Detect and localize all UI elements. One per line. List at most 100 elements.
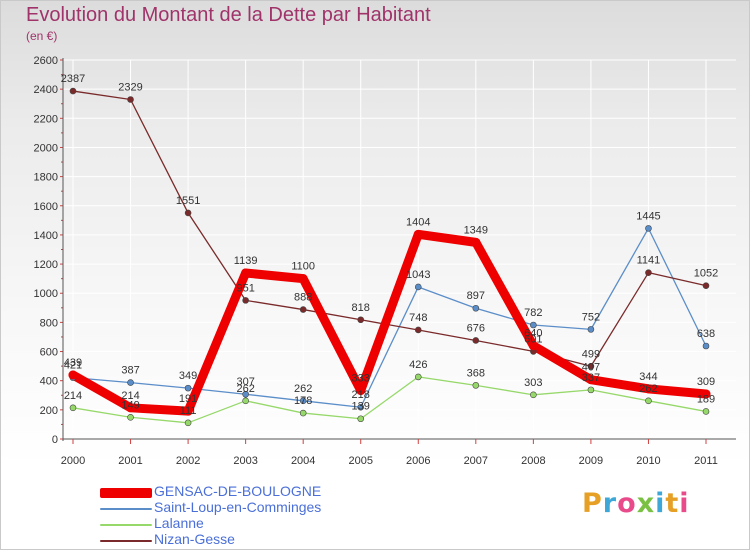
- x-tick-label: 2001: [118, 455, 142, 467]
- data-label: 748: [409, 312, 427, 324]
- x-tick-label: 2006: [406, 455, 430, 467]
- y-tick-label: 2000: [34, 142, 58, 154]
- data-label: 1349: [464, 224, 488, 236]
- data-point: [702, 282, 710, 289]
- x-tick-label: 2004: [291, 455, 315, 467]
- x-tick-label: 2010: [636, 455, 660, 467]
- data-point: [69, 404, 77, 412]
- legend-swatch: [100, 540, 152, 542]
- x-tick-label: 2007: [464, 455, 488, 467]
- data-point: [471, 237, 481, 247]
- data-label: 640: [524, 328, 542, 340]
- y-tick-label: 800: [40, 317, 58, 329]
- data-label: 368: [467, 367, 485, 379]
- data-point: [298, 274, 308, 284]
- data-point: [127, 96, 134, 103]
- data-label: 303: [524, 377, 542, 389]
- legend-item: Lalanne: [100, 515, 400, 532]
- data-point: [701, 389, 711, 399]
- data-point: [299, 409, 307, 417]
- y-tick-label: 2400: [34, 84, 58, 96]
- data-point: [356, 385, 366, 395]
- data-point: [299, 306, 307, 313]
- x-tick-label: 2005: [348, 455, 372, 467]
- data-label: 638: [697, 328, 715, 340]
- data-point: [587, 362, 595, 370]
- legend-label: Lalanne: [154, 515, 204, 531]
- data-label: 2387: [61, 73, 85, 85]
- data-label: 499: [582, 348, 600, 360]
- data-label: 349: [179, 370, 197, 382]
- data-point: [357, 403, 365, 411]
- logo-letter: i: [679, 488, 690, 519]
- data-label: 214: [64, 390, 82, 402]
- data-label: 1404: [406, 216, 430, 228]
- data-label: 818: [352, 302, 370, 314]
- data-label: 333: [352, 372, 370, 384]
- data-point: [645, 269, 652, 276]
- y-tick-label: 600: [40, 347, 58, 359]
- data-label: 262: [236, 383, 254, 395]
- data-label: 897: [467, 290, 485, 302]
- data-point: [472, 304, 480, 312]
- data-point: [241, 268, 251, 278]
- data-point: [69, 87, 77, 95]
- data-label: 601: [524, 333, 542, 345]
- data-label: 439: [64, 357, 82, 369]
- x-tick-label: 2011: [694, 455, 718, 467]
- data-point: [528, 341, 538, 351]
- legend-item: Nizan-Gesse: [100, 531, 400, 548]
- data-point: [472, 382, 480, 389]
- data-labels: 439 214 191 1139 1100 333 1404 1349 640 407 344 309…: [61, 73, 718, 417]
- data-point: [586, 375, 596, 385]
- data-point: [530, 391, 537, 399]
- data-point: [126, 403, 136, 413]
- series-line: [72, 376, 707, 424]
- data-point: [587, 326, 595, 333]
- chart-title: Evolution du Montant de la Dette par Hab…: [26, 4, 431, 26]
- x-tick-label: 2008: [521, 455, 545, 467]
- data-points: [68, 87, 711, 427]
- x-tick-label: 2000: [61, 455, 85, 467]
- legend: GENSAC-DE-BOULOGNE Saint-Loup-en-Comminge…: [100, 483, 400, 548]
- x-tick-label: 2009: [579, 455, 603, 467]
- data-point: [357, 316, 365, 324]
- logo-letter: x: [636, 488, 656, 519]
- logo-letter: t: [665, 488, 680, 519]
- data-label: 214: [121, 390, 139, 402]
- data-label: 111: [180, 405, 197, 417]
- data-point: [68, 370, 78, 380]
- legend-swatch: [100, 488, 152, 498]
- legend-item: GENSAC-DE-BOULOGNE: [100, 483, 400, 500]
- data-point: [299, 397, 307, 405]
- data-label: 421: [64, 360, 82, 372]
- data-point: [702, 342, 710, 350]
- y-tick-label: 2600: [34, 55, 58, 67]
- data-point: [184, 209, 192, 217]
- y-tick-label: 0: [52, 434, 58, 446]
- data-label: 262: [639, 383, 657, 395]
- legend-label: Saint-Loup-en-Comminges: [154, 499, 322, 515]
- data-label: 888: [294, 292, 312, 304]
- legend-swatch: [100, 524, 152, 526]
- data-point: [414, 326, 422, 334]
- data-label: 1139: [234, 255, 258, 267]
- series-lines: [68, 90, 711, 424]
- data-point: [702, 408, 710, 415]
- chart-subtitle: (en €): [26, 29, 58, 43]
- data-point: [242, 390, 249, 398]
- data-label: 426: [409, 359, 427, 371]
- data-label: 676: [467, 322, 485, 334]
- y-tick-label: 1600: [34, 201, 58, 213]
- data-point: [242, 397, 249, 405]
- data-point: [357, 415, 365, 423]
- data-point: [645, 225, 652, 232]
- y-tick-label: 2200: [34, 113, 58, 125]
- y-tick-label: 200: [40, 405, 58, 417]
- data-point: [645, 397, 652, 405]
- data-label: 178: [294, 395, 312, 407]
- legend-item: Saint-Loup-en-Comminges: [100, 499, 400, 516]
- data-label: 337: [582, 372, 600, 384]
